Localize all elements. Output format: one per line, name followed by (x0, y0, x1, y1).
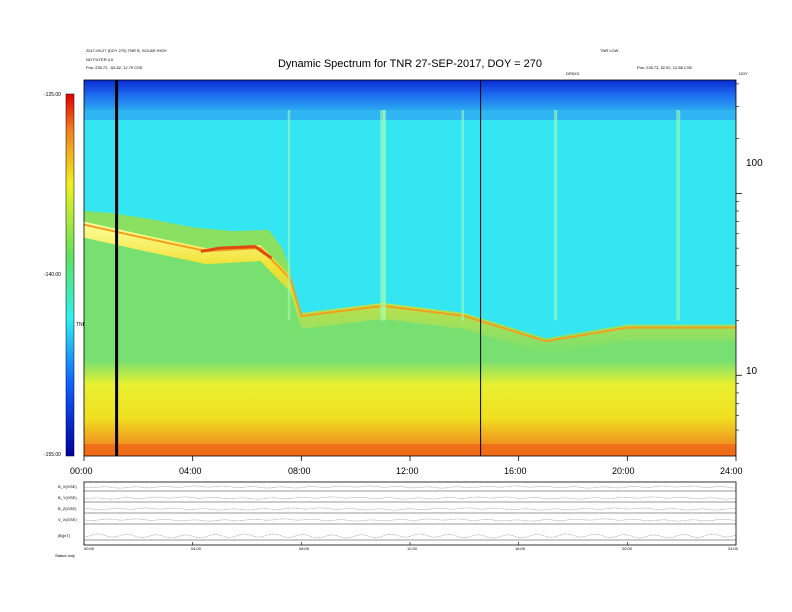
x-tick-label-4: 16:00 (504, 466, 527, 476)
heat-yellow-band (84, 221, 736, 355)
panel-x-tick-6: 24:00 (728, 546, 739, 551)
heat-streak (287, 110, 291, 321)
header-meta-line2: NO FILTER 4.0 (86, 57, 114, 62)
header-meta-line1: 2017-09-27 (DOY 270) TNR B, SOLAR HIGH (86, 48, 167, 53)
header-marker-label: DFBXX (566, 71, 580, 76)
panel-row-label-bz: B_Z(GSE) (58, 506, 77, 511)
x-tick-label-2: 08:00 (288, 466, 311, 476)
bottom-row-trace (83, 485, 737, 489)
panel-row-label-bx: B_X(GSE) (58, 484, 77, 489)
header-meta-right2: Pos: 235.73, 52.52, 12.88 CSE (637, 65, 693, 70)
colorbar (65, 93, 75, 457)
colorbar-min-label: -155.00 (44, 452, 61, 458)
panel-row-label-by: B_Y(GSE) (58, 495, 77, 500)
panel-x-tick-4: 16:00 (515, 546, 526, 551)
bottom-panel-frame (83, 481, 737, 546)
x-tick-label-6: 24:00 (720, 466, 743, 476)
bottom-row-trace (83, 507, 737, 511)
heat-red-floor (84, 444, 736, 456)
bottom-row-trace (83, 496, 737, 500)
x-tick-label-5: 20:00 (612, 466, 635, 476)
heat-orange-core (83, 223, 736, 343)
heat-cyan-region (84, 120, 736, 339)
panel-row-label-vx: V_X(GSE) (58, 517, 77, 522)
x-tick-label-0: 00:00 (70, 466, 93, 476)
heat-red-peak (200, 245, 273, 260)
chart-title: Dynamic Spectrum for TNR 27-SEP-2017, DO… (277, 58, 542, 70)
panel-x-tick-5: 20:00 (622, 546, 633, 551)
bottom-panel (83, 481, 737, 546)
bottom-row-trace (83, 518, 737, 522)
panel-footer-label: Status only (55, 553, 75, 558)
panel-row-label-bmag: |B|(nT) (58, 533, 71, 538)
heat-top-blue-band (84, 80, 736, 110)
header-meta-right1: TNR LOW (600, 48, 619, 53)
header-far-right-label: DOY (739, 71, 748, 76)
heat-streak (380, 110, 385, 321)
panel-x-tick-3: 12:00 (407, 546, 418, 551)
heat-streak (461, 110, 464, 321)
header-meta-line3: Pos: 235.72, -53.82, 12.79 CSE (86, 65, 143, 70)
x-tick-label-3: 12:00 (396, 466, 419, 476)
chart-marks (83, 79, 742, 461)
y-tick-label-100: 100 (746, 158, 763, 169)
heat-blue-fringe (84, 110, 736, 120)
heat-green-upper (84, 211, 291, 277)
panel-x-tick-1: 04:00 (191, 546, 202, 551)
x-tick-label-1: 04:00 (179, 466, 202, 476)
colorbar-unit-label: TNR (76, 322, 87, 328)
y-tick-label-10: 10 (746, 366, 758, 377)
heat-streak (554, 110, 558, 321)
heat-yellow-floor (84, 360, 736, 456)
colorbar-max-label: -125.00 (44, 92, 61, 98)
panel-x-tick-2: 08:00 (299, 546, 310, 551)
bottom-row-trace (83, 533, 737, 539)
heatmap-area (83, 80, 736, 456)
colorbar-mid-label: -140.00 (44, 272, 61, 278)
heat-streak (676, 110, 681, 321)
panel-x-tick-0: 00:00 (84, 546, 95, 551)
heat-streak (382, 110, 386, 321)
